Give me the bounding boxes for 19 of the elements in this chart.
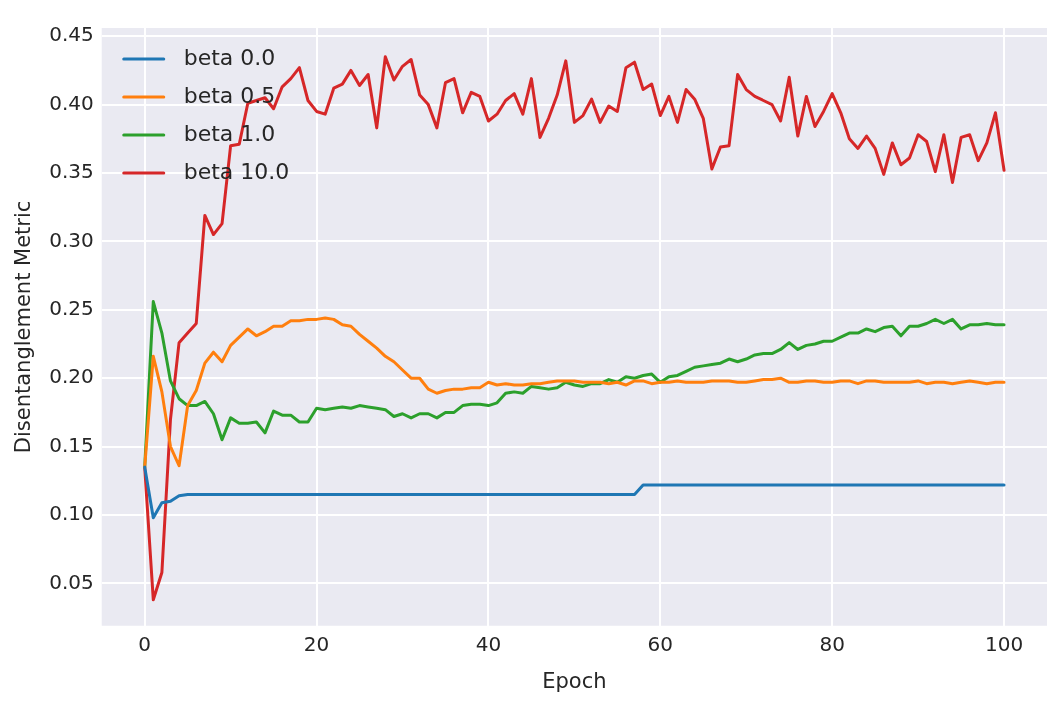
y-tick-label: 0.45: [49, 22, 94, 47]
y-tick-label: 0.15: [49, 432, 94, 457]
y-tick-label: 0.05: [49, 569, 94, 594]
y-tick-label: 0.40: [49, 90, 94, 115]
y-tick-label: 0.35: [49, 159, 94, 184]
x-tick-label: 100: [984, 632, 1024, 656]
y-tick-label: 0.25: [49, 296, 94, 320]
y-tick-label: 0.30: [49, 227, 94, 252]
x-tick-label: 80: [819, 632, 845, 656]
y-tick-label: 0.10: [49, 501, 94, 526]
x-tick-label: 0: [138, 632, 152, 656]
y-axis-title: Disentanglement Metric: [11, 200, 36, 454]
x-axis-title: Epoch: [542, 668, 607, 693]
legend-label: beta 1.0: [183, 120, 276, 146]
y-tick-label: 0.20: [49, 364, 94, 389]
x-tick-label: 60: [647, 632, 674, 656]
x-tick-label: 40: [475, 632, 502, 656]
x-tick-label: 20: [303, 632, 330, 656]
legend-label: beta 0.0: [183, 44, 276, 70]
